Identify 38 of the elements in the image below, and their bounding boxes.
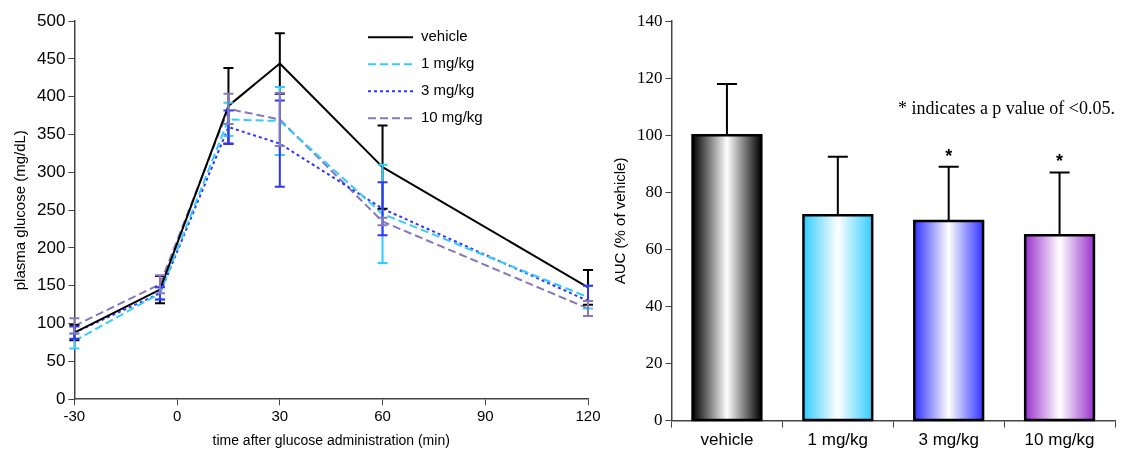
y-axis-title: plasma glucose (mg/dL)	[11, 130, 29, 291]
x-tick-label: 3 mg/kg	[918, 430, 979, 450]
x-axis-title: time after glucose administration (min)	[212, 432, 450, 449]
y-axis-title: AUC (% of vehicle)	[611, 157, 629, 285]
x-tick-label: 60	[374, 407, 391, 425]
x-tick-label: 120	[575, 407, 601, 425]
legend-label: 10 mg/kg	[421, 108, 483, 126]
y-tick-label: 50	[46, 351, 66, 371]
y-tick-label: 250	[36, 199, 66, 219]
annotation: *	[945, 145, 953, 166]
x-tick-label: 10 mg/kg	[1024, 430, 1095, 450]
x-tick-label: vehicle	[700, 430, 754, 450]
y-tick-label: 300	[36, 162, 66, 182]
annotation: *	[1056, 151, 1064, 172]
y-tick-label: 400	[36, 86, 66, 106]
x-tick-label: -30	[63, 407, 86, 425]
legend-label: 3 mg/kg	[421, 81, 475, 99]
y-tick-label: 100	[36, 313, 66, 333]
y-tick-label: 120	[637, 67, 663, 87]
y-tick-label: 40	[645, 295, 663, 315]
y-tick-label: 450	[36, 48, 66, 68]
legend-label: 1 mg/kg	[421, 54, 475, 72]
y-tick-label: 350	[36, 124, 66, 144]
y-tick-label: 100	[637, 124, 663, 144]
x-tick-label: 1 mg/kg	[807, 430, 869, 450]
y-tick-label: 80	[645, 181, 663, 201]
y-tick-label: 140	[637, 10, 663, 30]
x-tick-label: 0	[172, 407, 182, 425]
y-tick-label: 0	[55, 388, 66, 408]
y-tick-label: 500	[36, 10, 66, 30]
x-tick-label: 30	[271, 407, 289, 425]
y-tick-label: 20	[645, 353, 663, 373]
annotation: * indicates a p value of <0.05.	[897, 97, 1115, 118]
x-tick-label: 90	[476, 407, 494, 425]
legend-label: vehicle	[421, 27, 468, 45]
y-tick-label: 150	[36, 275, 66, 295]
y-tick-label: 200	[36, 237, 66, 257]
y-tick-label: 60	[645, 238, 663, 258]
